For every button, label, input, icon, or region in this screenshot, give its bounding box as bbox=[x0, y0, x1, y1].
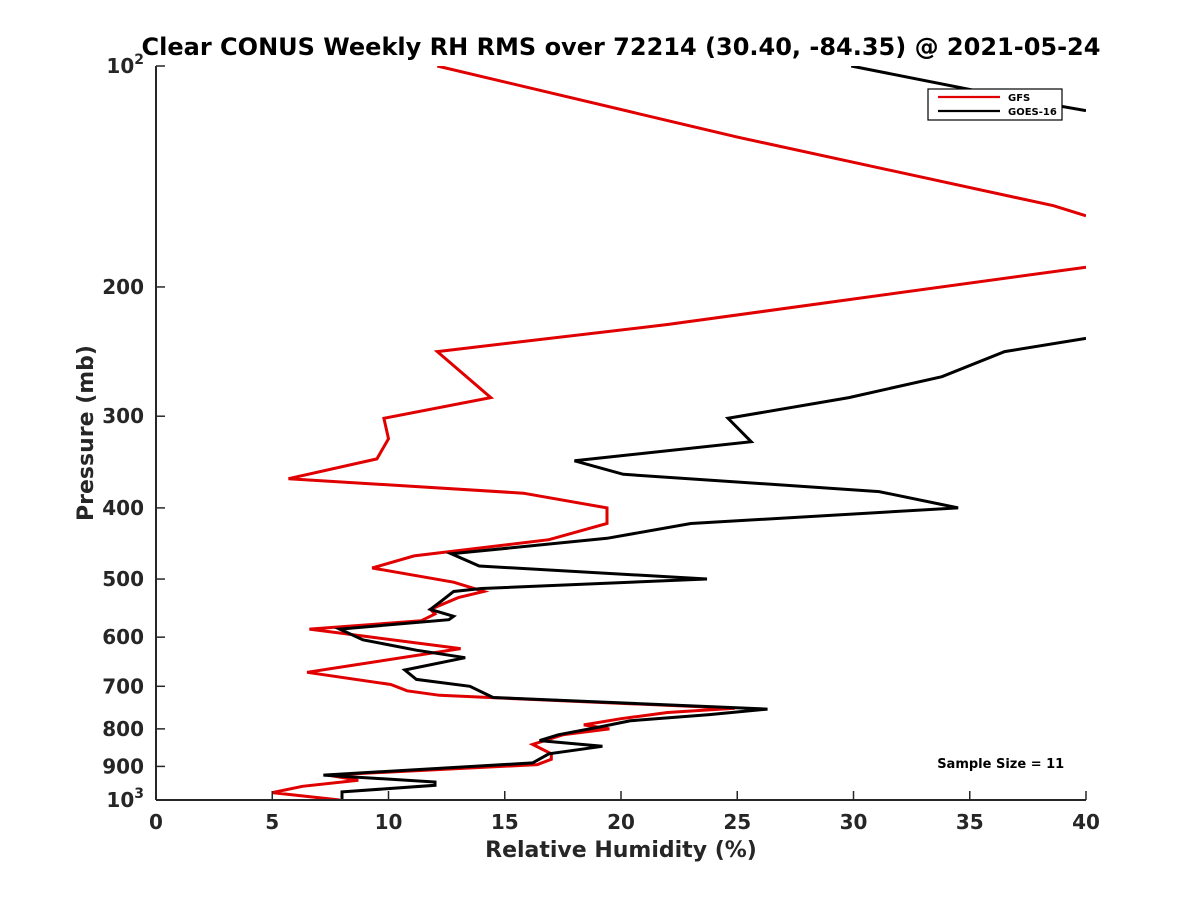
x-axis-ticks: 0 5 10 15 20 25 30 35 40 bbox=[149, 791, 1100, 834]
chart-title: Clear CONUS Weekly RH RMS over 72214 (30… bbox=[142, 33, 1101, 61]
x-tick-label: 20 bbox=[607, 810, 635, 834]
y-tick-label: 500 bbox=[102, 567, 144, 591]
y-axis-ticks: 102 200 300 400 500 600 700 800 900 103 bbox=[102, 52, 165, 812]
x-tick-label: 25 bbox=[723, 810, 751, 834]
plot-area bbox=[156, 66, 1086, 800]
x-tick-label: 0 bbox=[149, 810, 163, 834]
legend: GFS GOES-16 bbox=[927, 88, 1063, 121]
y-tick-label: 200 bbox=[102, 275, 144, 299]
legend-label-gfs: GFS bbox=[1008, 93, 1030, 104]
y-tick-label: 800 bbox=[102, 717, 144, 741]
y-tick-label: 600 bbox=[102, 625, 144, 649]
x-tick-label: 10 bbox=[375, 810, 403, 834]
y-tick-label: 300 bbox=[102, 404, 144, 428]
x-tick-label: 5 bbox=[265, 810, 279, 834]
sample-size-annotation: Sample Size = 11 bbox=[937, 757, 1064, 772]
legend-box bbox=[927, 88, 1063, 121]
x-axis-label: Relative Humidity (%) bbox=[485, 838, 757, 863]
y-tick-label: 103 bbox=[106, 786, 144, 812]
y-tick-label: 102 bbox=[106, 52, 144, 78]
x-tick-label: 15 bbox=[491, 810, 519, 834]
legend-label-goes-16: GOES-16 bbox=[1008, 107, 1057, 118]
y-axis-label: Pressure (mb) bbox=[74, 345, 99, 521]
y-tick-label: 700 bbox=[102, 674, 144, 698]
x-tick-label: 40 bbox=[1072, 810, 1100, 834]
x-tick-label: 35 bbox=[956, 810, 984, 834]
y-tick-label: 900 bbox=[102, 754, 144, 778]
x-tick-label: 30 bbox=[840, 810, 868, 834]
y-tick-label: 400 bbox=[102, 496, 144, 520]
